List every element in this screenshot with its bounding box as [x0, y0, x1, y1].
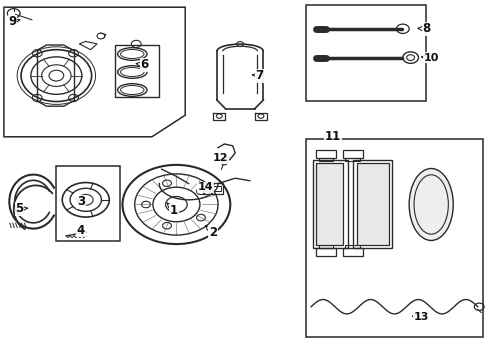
Bar — [345, 245, 360, 248]
Bar — [206, 186, 220, 191]
Bar — [343, 150, 363, 158]
Bar — [343, 248, 363, 256]
Text: 12: 12 — [213, 153, 229, 163]
Text: 10: 10 — [421, 53, 439, 63]
Bar — [353, 160, 392, 248]
Text: 2: 2 — [206, 226, 217, 239]
Bar — [306, 5, 426, 101]
Bar — [357, 163, 389, 245]
Text: 5: 5 — [16, 202, 27, 215]
Bar — [56, 166, 120, 241]
Bar — [318, 245, 333, 248]
Bar — [345, 158, 360, 161]
Text: 4: 4 — [77, 224, 85, 237]
Bar — [306, 139, 483, 337]
Bar — [316, 163, 343, 245]
Text: 3: 3 — [76, 195, 85, 208]
Bar — [318, 158, 333, 161]
Text: 7: 7 — [252, 69, 264, 82]
Bar — [316, 248, 336, 256]
Bar — [313, 160, 348, 248]
Ellipse shape — [409, 168, 453, 240]
Text: 11: 11 — [324, 130, 342, 143]
Text: 9: 9 — [8, 15, 20, 28]
Text: 8: 8 — [418, 22, 430, 35]
Text: 1: 1 — [167, 203, 178, 217]
Bar — [316, 150, 336, 158]
Bar — [115, 45, 159, 97]
Text: 13: 13 — [413, 312, 429, 322]
Bar — [203, 183, 223, 194]
Text: 6: 6 — [136, 58, 148, 71]
Text: 14: 14 — [198, 182, 214, 192]
